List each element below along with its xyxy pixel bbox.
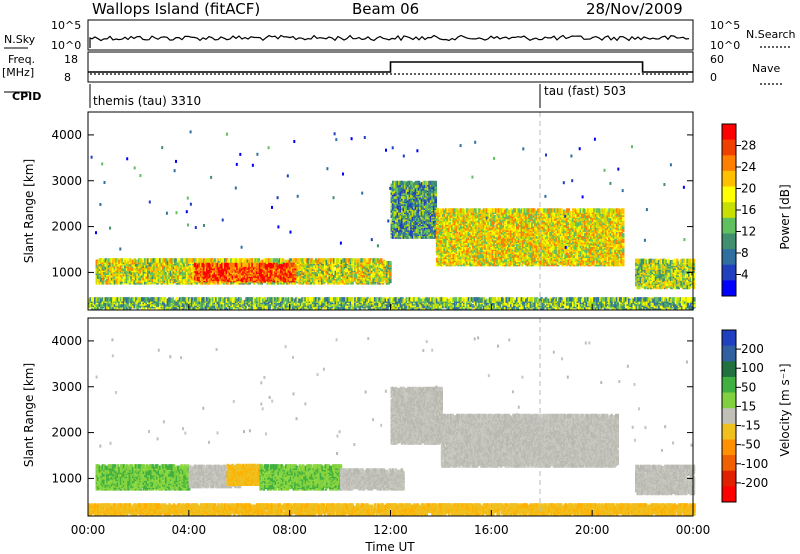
nsky-panel: N.Sky 10^5 10^0 10^5 10^0 N.Search xyxy=(4,19,796,52)
echo-cell xyxy=(332,267,335,271)
date-title: 28/Nov/2009 xyxy=(586,0,683,18)
echo-cell xyxy=(282,258,285,262)
echo-cell xyxy=(102,280,105,284)
echo-cell xyxy=(214,258,217,262)
freq-tick-bottom: 8 xyxy=(64,71,71,84)
cpid-segment-2: tau (fast) 503 xyxy=(544,84,626,98)
station-title: Wallops Island (fitACF) xyxy=(92,0,260,18)
freq-label-2: [MHz] xyxy=(2,66,34,79)
freq-tick-top: 18 xyxy=(64,53,78,66)
freq-trace xyxy=(88,62,693,72)
nave-tick-bottom: 0 xyxy=(710,71,717,84)
echo-cell xyxy=(242,263,245,267)
beam-title: Beam 06 xyxy=(352,0,419,18)
echo-cell xyxy=(389,279,392,283)
nsky-tick-bottom: 10^0 xyxy=(51,39,81,52)
nsky-label: N.Sky xyxy=(4,33,36,46)
freq-panel: Freq. [MHz] 18 8 60 0 Nave xyxy=(2,52,784,84)
nsearch-tick-bottom: 10^0 xyxy=(710,39,740,52)
cpid-segment-1: themis (tau) 3310 xyxy=(93,94,201,108)
echo-cell xyxy=(434,181,437,185)
freq-label-1: Freq. xyxy=(8,53,35,66)
echo-cell xyxy=(294,264,297,268)
nsky-tick-top: 10^5 xyxy=(51,19,81,32)
header: Wallops Island (fitACF) Beam 06 28/Nov/2… xyxy=(92,0,683,18)
nsky-trace xyxy=(90,36,689,49)
echo-cell xyxy=(434,199,437,203)
echo-cell xyxy=(389,261,392,265)
echo-cell xyxy=(270,258,273,262)
nave-label: Nave xyxy=(752,62,780,75)
nave-tick-top: 60 xyxy=(710,53,724,66)
nsearch-label: N.Search xyxy=(746,28,796,41)
echo-cell xyxy=(389,272,392,276)
nsearch-tick-top: 10^5 xyxy=(710,19,740,32)
cpid-panel: CPID themis (tau) 3310 tau (fast) 503 xyxy=(4,84,626,108)
